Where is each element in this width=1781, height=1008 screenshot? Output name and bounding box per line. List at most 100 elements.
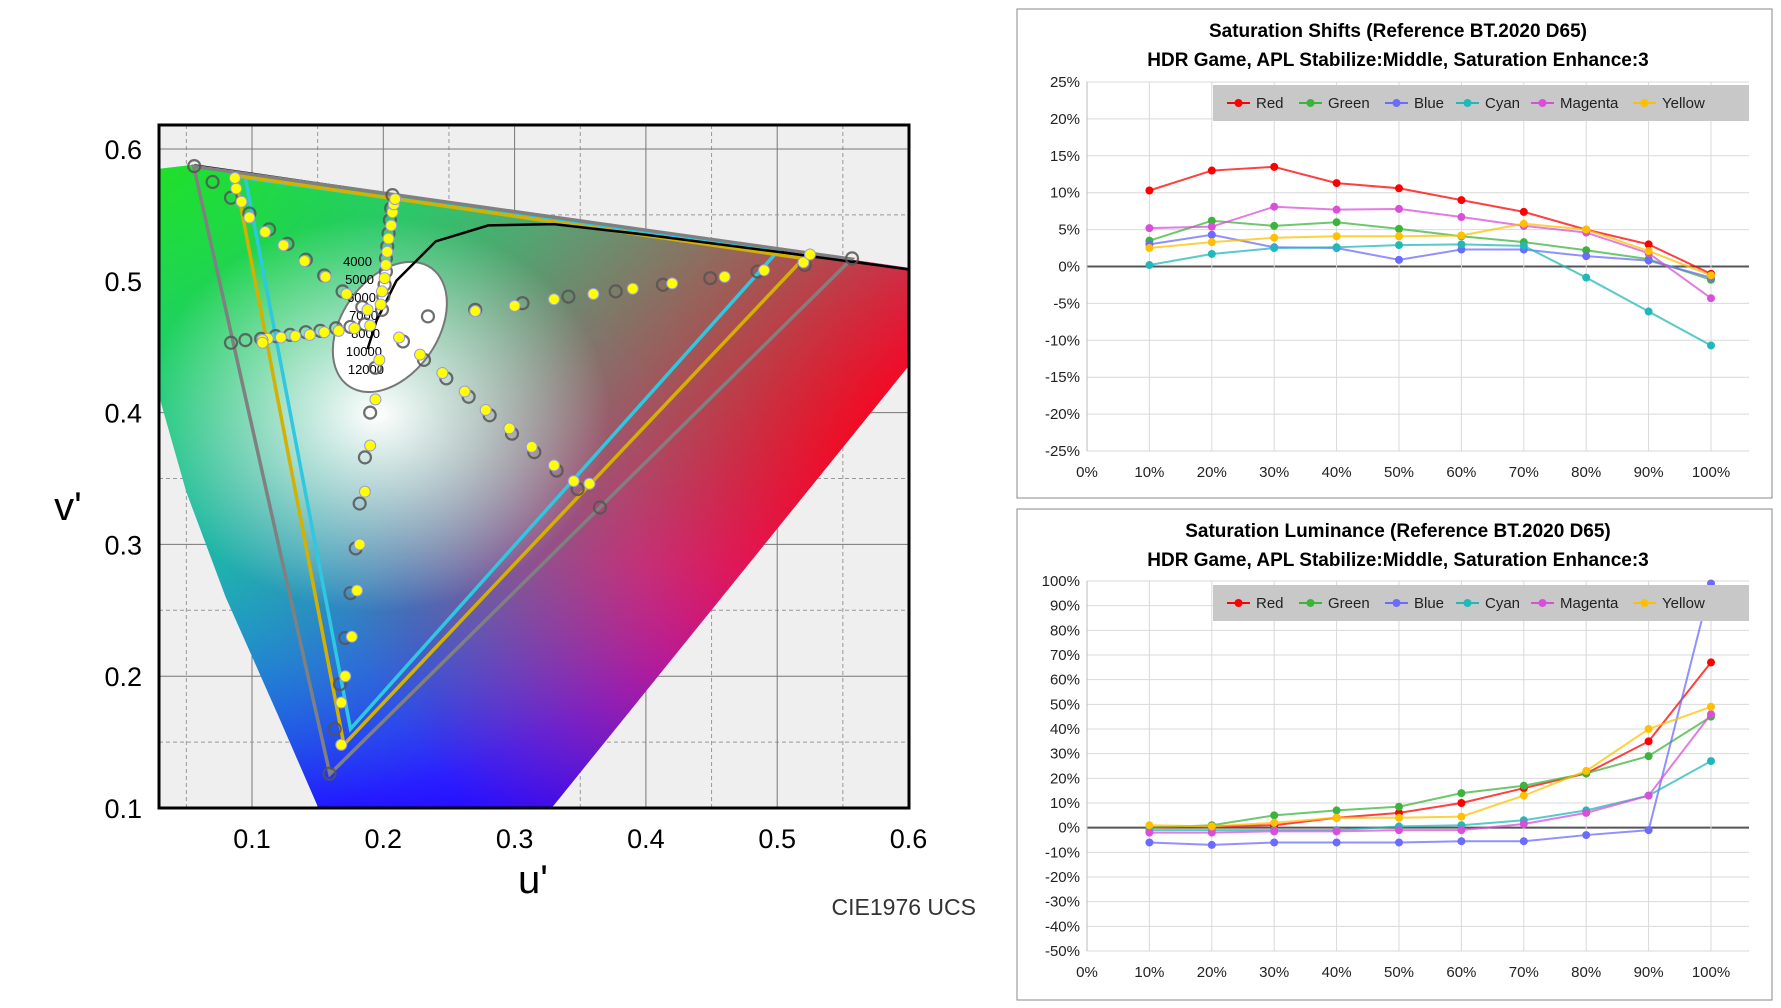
legend-marker (1538, 599, 1547, 607)
legend-label: Yellow (1662, 595, 1705, 612)
measured-point (364, 439, 377, 452)
target-point (205, 174, 220, 190)
measured-point (319, 270, 332, 283)
y-tick-label: 0.1 (104, 794, 142, 824)
data-point-cyan (1207, 249, 1216, 258)
measured-point (718, 270, 731, 283)
measured-point (385, 219, 398, 232)
y-tick-label: 80% (1050, 622, 1080, 639)
caption: CIE1976 UCS (832, 894, 976, 920)
data-point-magenta (1270, 202, 1279, 211)
measured-point (230, 182, 243, 195)
cct-label: 10000 (346, 344, 382, 359)
legend-label: Cyan (1485, 95, 1520, 112)
legend-marker (1234, 99, 1243, 107)
y-tick-label: -30% (1045, 894, 1080, 911)
data-point-blue (1207, 230, 1216, 239)
data-point-yellow (1707, 702, 1715, 711)
data-point-yellow (1644, 247, 1653, 256)
data-point-red (1270, 162, 1279, 171)
y-axis-label: v' (54, 485, 82, 529)
measured-point (382, 232, 395, 245)
measured-point (235, 195, 248, 208)
target-point (357, 450, 373, 465)
target-point (608, 284, 623, 299)
measured-point (348, 322, 361, 335)
data-point-magenta (1145, 828, 1154, 837)
cct-label: 4000 (343, 254, 372, 269)
data-point-green (1270, 221, 1279, 230)
measured-point (626, 282, 639, 295)
target-point (352, 496, 367, 511)
legend-label: Blue (1414, 95, 1444, 112)
x-tick-label: 70% (1509, 464, 1539, 481)
saturation-shifts-chart: Saturation Shifts (Reference BT.2020 D65… (1016, 8, 1773, 499)
target-point (363, 405, 378, 420)
data-point-red (1644, 240, 1653, 249)
chart-subtitle: HDR Game, APL Stabilize:Middle, Saturati… (1147, 50, 1648, 71)
data-point-yellow (1395, 232, 1403, 241)
x-tick-label: 0.3 (496, 824, 534, 854)
y-tick-label: -40% (1045, 918, 1080, 935)
data-point-red (1207, 166, 1216, 175)
legend-label: Blue (1414, 595, 1444, 612)
data-point-red (1457, 196, 1466, 205)
x-tick-label: 80% (1571, 964, 1601, 981)
legend-label: Cyan (1485, 595, 1520, 612)
data-point-green (1207, 216, 1216, 225)
data-point-yellow (1270, 233, 1279, 242)
x-tick-label: 0.6 (890, 824, 928, 854)
measured-point (259, 226, 272, 239)
data-point-cyan (1270, 244, 1279, 253)
data-point-blue (1582, 252, 1591, 261)
series-line-green (1149, 219, 1712, 281)
x-tick-label: 60% (1446, 964, 1476, 981)
legend-marker (1392, 99, 1401, 107)
x-tick-label: 40% (1322, 964, 1352, 981)
x-tick-label: 50% (1384, 464, 1414, 481)
data-point-yellow (1707, 271, 1715, 280)
data-point-blue (1519, 837, 1528, 846)
data-point-cyan (1145, 261, 1154, 270)
data-point-blue (1207, 840, 1216, 849)
data-point-yellow (1457, 231, 1466, 240)
legend-label: Yellow (1662, 95, 1705, 112)
data-point-yellow (1145, 244, 1154, 253)
measured-point (274, 331, 287, 344)
data-point-green (1644, 752, 1653, 761)
y-tick-label: 90% (1050, 598, 1080, 615)
measured-point (525, 440, 538, 453)
measured-point (758, 264, 771, 277)
y-tick-label: 0% (1058, 820, 1080, 837)
data-point-cyan (1707, 757, 1715, 766)
data-point-magenta (1207, 222, 1216, 231)
legend-marker (1640, 99, 1649, 107)
measured-point (666, 277, 679, 290)
x-tick-label: 100% (1692, 464, 1730, 481)
legend-marker (1538, 99, 1547, 107)
data-point-magenta (1145, 224, 1154, 233)
measured-point (381, 245, 394, 258)
legend-label: Magenta (1560, 95, 1619, 112)
measured-point (479, 403, 492, 416)
data-point-red (1519, 207, 1528, 216)
data-point-red (1644, 737, 1653, 746)
legend-marker (1463, 599, 1472, 607)
cct-label: 5000 (345, 272, 374, 287)
x-tick-label: 60% (1446, 464, 1476, 481)
y-tick-label: 0% (1058, 259, 1080, 276)
y-tick-label: 0.2 (104, 662, 142, 692)
measured-point (804, 248, 817, 261)
series-line-blue (1149, 583, 1712, 846)
measured-point (567, 475, 580, 488)
data-point-green (1395, 802, 1403, 811)
measured-point (361, 303, 374, 316)
measured-point (345, 630, 358, 643)
data-point-cyan (1707, 341, 1715, 350)
plot-frame (157, 123, 911, 810)
legend-marker (1392, 599, 1401, 607)
legend-label: Red (1256, 595, 1284, 612)
x-tick-label: 0% (1076, 464, 1098, 481)
